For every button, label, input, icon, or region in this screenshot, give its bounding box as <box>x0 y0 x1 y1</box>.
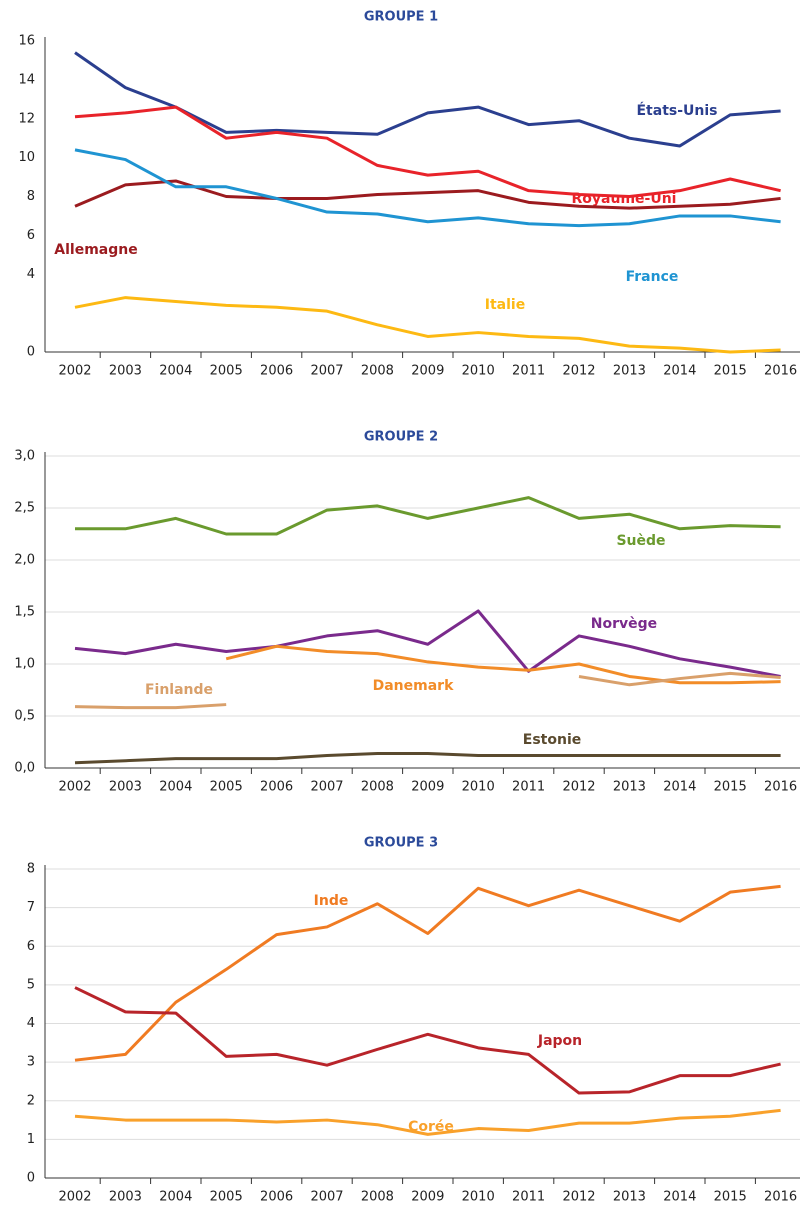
y-tick-label: 1 <box>27 1132 35 1147</box>
x-tick-label: 2016 <box>764 1190 797 1205</box>
series-label: Estonie <box>523 732 581 748</box>
series-line <box>74 1108 781 1136</box>
x-tick-label: 2011 <box>512 780 545 795</box>
series-label: Inde <box>314 893 349 909</box>
x-tick-label: 2003 <box>109 780 142 795</box>
y-tick-label: 2 <box>27 1093 35 1108</box>
x-tick-label: 2014 <box>663 1190 696 1205</box>
series-line <box>74 105 781 198</box>
x-tick-label: 2013 <box>613 1190 646 1205</box>
y-tick-label: 0 <box>27 1171 35 1186</box>
series-line <box>74 884 781 1062</box>
x-tick-label: 2015 <box>714 1190 747 1205</box>
series-line <box>74 751 781 765</box>
series-label: France <box>626 269 679 285</box>
y-tick-label: 8 <box>27 862 35 877</box>
y-tick-label: 16 <box>18 34 35 49</box>
series-line <box>74 986 781 1095</box>
x-tick-label: 2014 <box>663 364 696 379</box>
series-line <box>225 644 781 685</box>
x-tick-label: 2002 <box>58 1190 91 1205</box>
x-tick-label: 2012 <box>562 780 595 795</box>
y-tick-label: 3,0 <box>14 449 35 464</box>
y-tick-label: 4 <box>27 267 35 282</box>
x-tick-label: 2002 <box>58 780 91 795</box>
series-line <box>74 296 781 354</box>
x-tick-label: 2003 <box>109 1190 142 1205</box>
x-tick-label: 2007 <box>310 364 343 379</box>
y-tick-label: 0,0 <box>14 761 35 776</box>
x-tick-label: 2016 <box>764 364 797 379</box>
x-tick-label: 2014 <box>663 780 696 795</box>
series-label: Japon <box>537 1033 582 1049</box>
x-tick-label: 2007 <box>310 1190 343 1205</box>
x-tick-label: 2011 <box>512 1190 545 1205</box>
y-tick-label: 0 <box>27 345 35 360</box>
y-tick-label: 2,0 <box>14 553 35 568</box>
series-label: Italie <box>485 297 525 313</box>
x-tick-label: 2008 <box>361 1190 394 1205</box>
x-tick-label: 2006 <box>260 780 293 795</box>
y-tick-label: 0,5 <box>14 709 35 724</box>
y-tick-label: 8 <box>27 189 35 204</box>
x-tick-label: 2016 <box>764 780 797 795</box>
series-label: Royaume-Uni <box>572 191 677 207</box>
x-tick-label: 2012 <box>562 1190 595 1205</box>
x-tick-label: 2005 <box>210 364 243 379</box>
y-tick-label: 12 <box>18 111 35 126</box>
x-tick-label: 2006 <box>260 1190 293 1205</box>
series-label: États-Unis <box>636 102 717 119</box>
x-tick-label: 2005 <box>210 780 243 795</box>
y-tick-label: 10 <box>18 150 35 165</box>
x-tick-label: 2010 <box>462 780 495 795</box>
chart-title: GROUPE 1 <box>364 10 438 25</box>
y-tick-label: 4 <box>27 1016 35 1031</box>
x-tick-label: 2015 <box>714 780 747 795</box>
y-tick-label: 7 <box>27 900 35 915</box>
x-tick-label: 2004 <box>159 780 192 795</box>
y-tick-label: 5 <box>27 977 35 992</box>
y-tick-label: 1,0 <box>14 657 35 672</box>
y-tick-label: 2,5 <box>14 501 35 516</box>
x-tick-label: 2009 <box>411 1190 444 1205</box>
y-tick-label: 14 <box>18 72 35 87</box>
series-line <box>74 51 781 148</box>
x-tick-label: 2006 <box>260 364 293 379</box>
series-label: Finlande <box>145 682 213 698</box>
x-tick-label: 2007 <box>310 780 343 795</box>
x-tick-label: 2010 <box>462 364 495 379</box>
x-tick-label: 2005 <box>210 1190 243 1205</box>
series-line <box>74 671 781 710</box>
series-line <box>74 148 781 228</box>
series-label: Corée <box>408 1119 454 1135</box>
y-tick-label: 6 <box>27 228 35 243</box>
x-tick-label: 2009 <box>411 364 444 379</box>
x-tick-label: 2004 <box>159 364 192 379</box>
x-tick-label: 2008 <box>361 364 394 379</box>
series-line <box>74 609 781 678</box>
y-tick-label: 3 <box>27 1055 35 1070</box>
x-tick-label: 2009 <box>411 780 444 795</box>
chart-title: GROUPE 2 <box>364 430 438 445</box>
x-tick-label: 2015 <box>714 364 747 379</box>
series-label: Suède <box>616 533 665 549</box>
series-line <box>75 496 781 536</box>
x-tick-label: 2013 <box>613 364 646 379</box>
x-tick-label: 2003 <box>109 364 142 379</box>
chart-title: GROUPE 3 <box>364 836 438 851</box>
series-label: Allemagne <box>54 242 137 258</box>
series-label: Norvège <box>591 616 657 632</box>
x-tick-label: 2008 <box>361 780 394 795</box>
x-tick-label: 2011 <box>512 364 545 379</box>
x-tick-label: 2010 <box>462 1190 495 1205</box>
series-label: Danemark <box>373 678 454 694</box>
x-tick-label: 2002 <box>58 364 91 379</box>
x-tick-label: 2004 <box>159 1190 192 1205</box>
y-tick-label: 1,5 <box>14 605 35 620</box>
x-tick-label: 2012 <box>562 364 595 379</box>
y-tick-label: 6 <box>27 939 35 954</box>
x-tick-label: 2013 <box>613 780 646 795</box>
